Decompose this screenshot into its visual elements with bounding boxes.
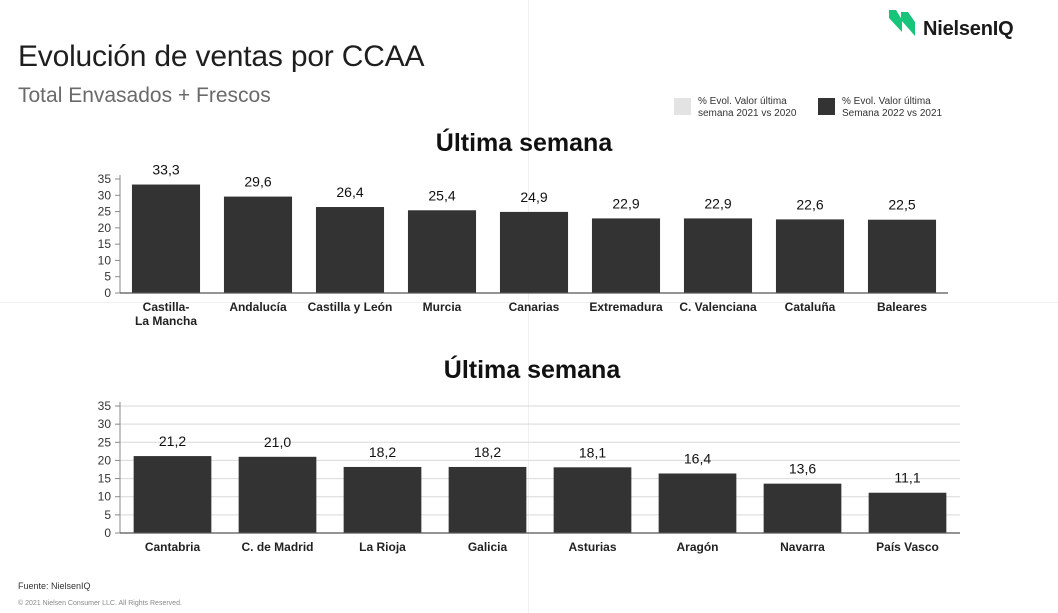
y-tick-label: 35 bbox=[98, 399, 112, 413]
y-tick-label: 0 bbox=[104, 286, 111, 300]
data-label: 13,6 bbox=[789, 461, 816, 477]
brand-name: NielsenIQ bbox=[923, 18, 1014, 40]
source-note: Fuente: NielsenIQ bbox=[18, 581, 91, 591]
data-label: 22,6 bbox=[796, 196, 823, 212]
bar bbox=[763, 483, 842, 533]
category-label: La Rioja bbox=[359, 540, 406, 554]
category-label: Galicia bbox=[468, 540, 508, 554]
data-label: 11,1 bbox=[894, 470, 920, 486]
bar bbox=[591, 218, 661, 293]
category-label: Andalucía bbox=[229, 300, 287, 314]
y-tick-label: 25 bbox=[98, 435, 112, 449]
y-tick-label: 20 bbox=[98, 453, 112, 467]
data-label: 18,2 bbox=[369, 444, 396, 460]
data-label: 21,2 bbox=[159, 433, 186, 449]
bar bbox=[238, 456, 317, 533]
bar bbox=[553, 467, 632, 533]
data-label: 26,4 bbox=[336, 184, 363, 200]
y-tick-label: 10 bbox=[98, 253, 112, 267]
y-tick-label: 30 bbox=[98, 188, 112, 202]
category-label: La Mancha bbox=[135, 314, 197, 328]
category-label: C. Valenciana bbox=[679, 300, 757, 314]
background-guide-line bbox=[0, 302, 1058, 303]
page-subtitle: Total Envasados + Frescos bbox=[18, 84, 271, 107]
y-tick-label: 30 bbox=[98, 417, 112, 431]
category-label: Navarra bbox=[780, 540, 825, 554]
legend-swatch-dark bbox=[818, 98, 835, 115]
data-label: 33,3 bbox=[152, 162, 179, 178]
data-label: 18,2 bbox=[474, 444, 501, 460]
legend-swatch-light bbox=[674, 98, 691, 115]
bar bbox=[499, 211, 569, 293]
legend-label: % Evol. Valor última semana 2021 vs 2020 bbox=[698, 96, 797, 119]
category-label: C. de Madrid bbox=[241, 540, 313, 554]
category-label: Castilla y León bbox=[308, 300, 393, 314]
bar bbox=[868, 492, 947, 533]
bar bbox=[683, 218, 753, 293]
nielseniq-mark-icon bbox=[889, 10, 915, 36]
data-label: 22,5 bbox=[888, 197, 915, 213]
category-label: Baleares bbox=[877, 300, 927, 314]
bar bbox=[223, 196, 293, 293]
bar-chart-top: 0 5 10 15 20 25 30 35 33,3 Castilla-La Mancha 29,6… bbox=[98, 162, 948, 328]
chart-title-top: Última semana bbox=[435, 129, 613, 157]
bar bbox=[448, 466, 527, 533]
legend-label: % Evol. Valor última Semana 2022 vs 2021 bbox=[842, 96, 943, 119]
data-label: 25,4 bbox=[428, 187, 455, 203]
y-tick-label: 15 bbox=[98, 237, 112, 251]
copyright-note: © 2021 Nielsen Consumer LLC. All Rights … bbox=[18, 600, 182, 607]
data-label: 24,9 bbox=[520, 189, 547, 205]
y-tick-label: 20 bbox=[98, 221, 112, 235]
data-label: 29,6 bbox=[244, 174, 271, 190]
bar bbox=[867, 219, 937, 293]
background-guide-line bbox=[528, 0, 529, 613]
bar-chart-bottom: 0 5 10 15 20 25 30 35 21,2 Cantabria 21,0 C. de Mad… bbox=[98, 399, 960, 554]
bar bbox=[133, 456, 212, 533]
page-title: Evolución de ventas por CCAA bbox=[18, 40, 425, 73]
bar bbox=[658, 473, 737, 533]
y-tick-label: 10 bbox=[98, 490, 112, 504]
data-label: 22,9 bbox=[612, 195, 639, 211]
bar bbox=[315, 207, 385, 293]
data-label: 21,0 bbox=[264, 434, 291, 450]
y-tick-label: 5 bbox=[104, 508, 111, 522]
category-label: Cantabria bbox=[145, 540, 201, 554]
data-label: 22,9 bbox=[704, 195, 731, 211]
chart-title-bottom: Última semana bbox=[443, 356, 621, 384]
y-tick-label: 15 bbox=[98, 472, 112, 486]
data-label: 18,1 bbox=[579, 444, 606, 460]
nielseniq-logo: NielsenIQ bbox=[887, 8, 1047, 44]
category-label: Castilla- bbox=[143, 300, 190, 314]
category-label: País Vasco bbox=[876, 540, 939, 554]
bar bbox=[343, 466, 422, 533]
bar bbox=[775, 219, 845, 293]
bar bbox=[131, 184, 201, 293]
data-label: 16,4 bbox=[684, 450, 711, 466]
y-tick-label: 35 bbox=[98, 172, 112, 186]
y-tick-label: 0 bbox=[104, 526, 111, 540]
category-label: Cataluña bbox=[785, 300, 836, 314]
category-label: Canarias bbox=[509, 300, 560, 314]
category-label: Extremadura bbox=[589, 300, 663, 314]
bar bbox=[407, 210, 477, 293]
category-label: Aragón bbox=[677, 540, 719, 554]
category-label: Asturias bbox=[568, 540, 616, 554]
category-label: Murcia bbox=[423, 300, 462, 314]
y-tick-label: 25 bbox=[98, 205, 112, 219]
y-tick-label: 5 bbox=[104, 270, 111, 284]
